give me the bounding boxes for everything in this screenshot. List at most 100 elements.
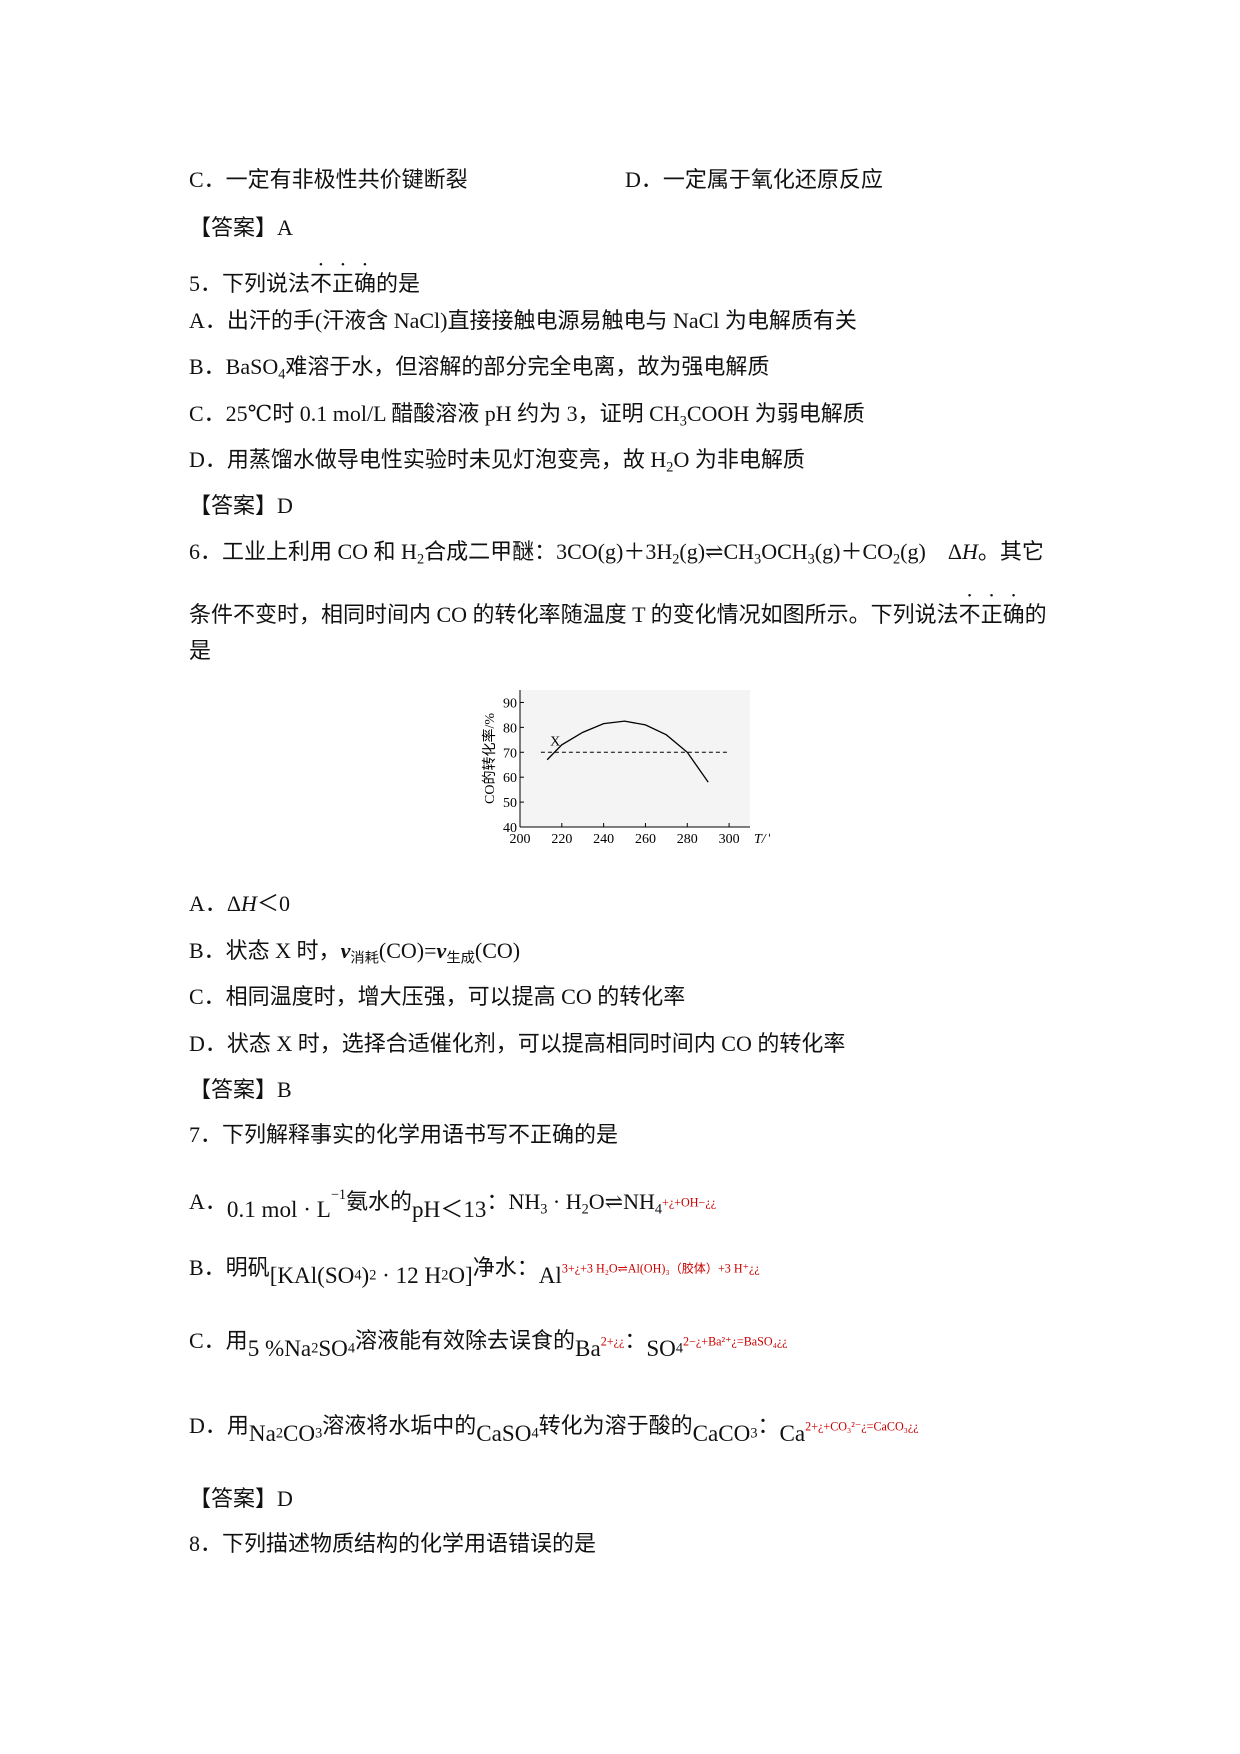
text-run: 4 (531, 1425, 539, 1442)
text-run: 2−¿+Ba²⁺¿=BaSO₄¿¿ (683, 1334, 788, 1349)
text-line: 6．工业上利用 CO 和 H2合成二甲醚：3CO(g)＋3H2(g)⇌CH3OC… (189, 537, 1044, 574)
figure-bg (520, 690, 750, 827)
conversion-curve (546, 720, 709, 783)
text-run: 不正确 (958, 602, 1025, 627)
text-line: 【答案】D (189, 491, 293, 521)
y-tick-label: 50 (503, 796, 517, 811)
text-line: 7．下列解释事实的化学用语书写不正确的是 (189, 1120, 618, 1150)
y-tick-label: 60 (503, 771, 517, 786)
x-tick-label: 240 (593, 832, 614, 847)
text-run: SO (318, 1335, 348, 1362)
text-run: · H (547, 1189, 582, 1214)
text-run: B．明矾 (189, 1255, 270, 1280)
text-run: 8．下列描述物质结构的化学用语错误的是 (189, 1531, 597, 1556)
text-run: ： (757, 1413, 780, 1438)
text-run: H (241, 891, 257, 916)
text-run: 溶液将水垢中的 (322, 1413, 477, 1438)
text-run: 2 (672, 551, 680, 568)
text-run: A． (189, 1189, 227, 1214)
text-run: ＜0 (256, 891, 290, 916)
text-run: 【答案】B (189, 1077, 292, 1102)
text-run: O] (448, 1262, 473, 1289)
text-run: CaSO (476, 1420, 532, 1447)
text-run: · 12 H (376, 1262, 442, 1289)
text-run: SO (646, 1335, 676, 1362)
text-line: 是 (189, 636, 211, 666)
text-run: 2+¿¿ (600, 1334, 625, 1349)
text-run: 是 (189, 638, 212, 663)
text-run: 2 (275, 1425, 283, 1442)
text-run: C．用 (189, 1328, 248, 1353)
text-run: 4 (347, 1340, 356, 1357)
text-run: (CO) (474, 938, 521, 963)
text-run: B．BaSO (189, 354, 279, 379)
y-tick-label: 70 (503, 746, 517, 761)
figure: 40 50 60 70 80 90 200 220 240 260 280 300 T/℃ CO的转化率/… (481, 690, 770, 847)
text-run: ：NH (486, 1189, 541, 1214)
text-line: B．明矾[KAl(SO4)2 · 12 H2O]净水：Al3+¿+3 H₂O⇌A… (189, 1253, 760, 1290)
text-run: 【答案】D (189, 1486, 293, 1511)
text-run: 氨水的 (346, 1189, 413, 1214)
text-run: −1 (330, 1187, 347, 1203)
text-run: COOH 为弱电解质 (686, 401, 865, 426)
text-run: O⇌NH (588, 1189, 655, 1214)
text-run: 4 (675, 1340, 684, 1357)
text-run: Na (248, 1420, 276, 1447)
text-run: 6．工业上利用 CO 和 H (189, 539, 417, 564)
text-run: 3 (750, 1425, 758, 1442)
text-run: 生成 (446, 950, 475, 967)
y-tick-label: 40 (503, 821, 517, 836)
text-run: 3+¿+3 H₂O⇌Al(OH)₃（胶体）+3 H⁺¿¿ (561, 1261, 760, 1276)
text-run: 2 (369, 1267, 377, 1284)
text-run: [KAl(SO (269, 1262, 355, 1289)
text-line: C．一定有非极性共价键断裂 D．一定属于氧化还原反应 (189, 165, 883, 195)
text-run: 合成二甲醚：3CO(g)＋3H (424, 539, 673, 564)
x-tick-label: 260 (635, 832, 656, 847)
text-run: 2 (416, 551, 425, 568)
x-tick-label: 300 (719, 832, 740, 847)
text-line: 【答案】A (189, 213, 293, 243)
text-run: 4 (354, 1267, 362, 1284)
text-run: D．用蒸馏水做导电性实验时未见灯泡变亮，故 H (189, 447, 667, 472)
text-run: C．相同温度时，增大压强，可以提高 CO 的转化率 (189, 984, 686, 1009)
text-run: 2 (581, 1201, 589, 1218)
text-run: 3 (315, 1425, 323, 1442)
x-axis-label: T/℃ (754, 832, 770, 847)
text-run: 。其它 (977, 539, 1044, 564)
text-run: 5 %Na (247, 1335, 312, 1362)
text-line: B．状态 X 时，v消耗(CO)=v生成(CO) (189, 936, 520, 973)
text-run: 7．下列解释事实的化学用语书写不正确的是 (189, 1122, 619, 1147)
text-run: 【答案】D (189, 493, 293, 518)
text-run: 溶液能有效除去误食的 (355, 1328, 576, 1353)
text-line: 【答案】B (189, 1075, 292, 1105)
text-run: 3 (679, 413, 687, 430)
text-run: A．Δ (189, 891, 242, 916)
text-run: 5．下列说法 (189, 271, 311, 296)
text-run: 净水： (472, 1255, 539, 1280)
text-run: Ca (779, 1420, 806, 1447)
text-run: O 为非电解质 (673, 447, 805, 472)
text-run: 4 (278, 366, 286, 383)
text-run: ： (624, 1328, 647, 1353)
text-line: B．BaSO4难溶于水，但溶解的部分完全电离，故为强电解质 (189, 352, 769, 389)
text-run: 转化为溶于酸的 (538, 1413, 693, 1438)
y-tick-label: 90 (503, 696, 517, 711)
text-run: 不正确 (310, 271, 377, 296)
text-line: C．用5 %Na2SO4溶液能有效除去误食的Ba2+¿¿：SO42−¿+Ba²⁺… (189, 1326, 788, 1363)
text-run: A．出汗的手(汗液含 NaCl)直接接触电源易触电与 NaCl 为电解质有关 (189, 308, 857, 333)
text-run: 2 (666, 459, 674, 476)
text-run: 3 (754, 551, 762, 568)
x-tick-label: 200 (510, 832, 531, 847)
text-line: A．出汗的手(汗液含 NaCl)直接接触电源易触电与 NaCl 为电解质有关 (189, 306, 857, 336)
text-run: D．用 (189, 1413, 249, 1438)
text-line: 8．下列描述物质结构的化学用语错误的是 (189, 1529, 596, 1559)
text-run: B．状态 X 时， (189, 938, 341, 963)
text-run: CaCO (692, 1420, 751, 1447)
text-run: 3 (807, 551, 815, 568)
text-run: v (436, 938, 447, 963)
text-run: (CO)= (378, 938, 437, 963)
text-line: 【答案】D (189, 1484, 293, 1514)
text-run: 的 (1024, 602, 1047, 627)
text-run: 2 (311, 1340, 319, 1357)
text-line: D．用Na2CO3溶液将水垢中的CaSO4转化为溶于酸的CaCO3：Ca2+¿+… (189, 1411, 919, 1448)
